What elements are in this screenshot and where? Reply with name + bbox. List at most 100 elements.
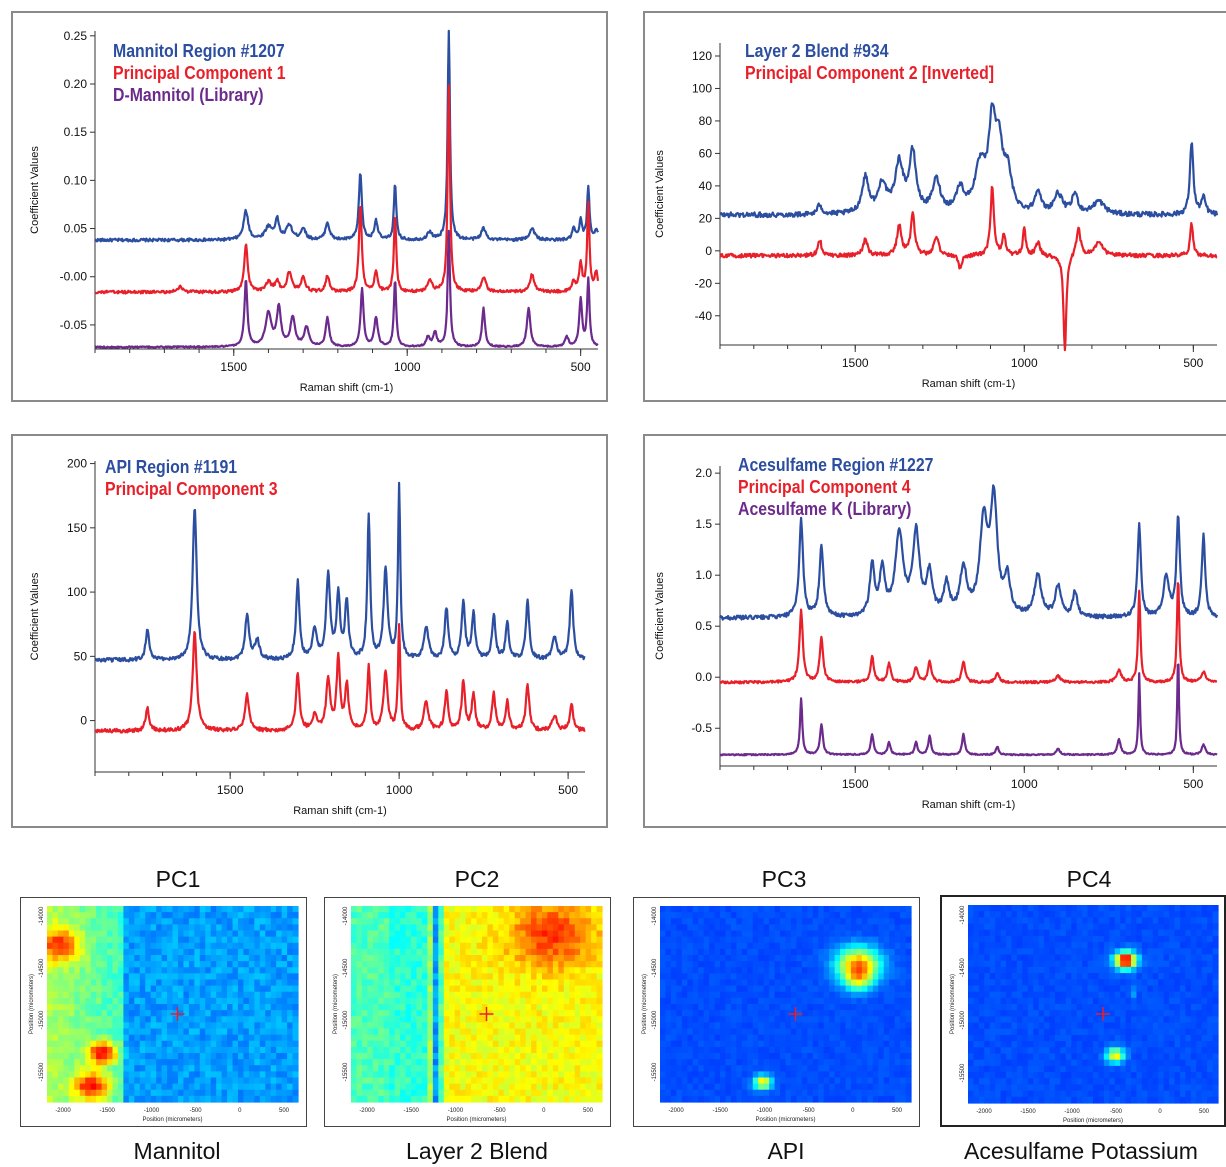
heatmap-cell (900, 1053, 907, 1060)
heatmap-cell (481, 985, 489, 993)
heatmap-cell (1082, 905, 1089, 912)
heatmap-cell (785, 1065, 792, 1072)
heatmap-cell (1158, 942, 1165, 949)
heatmap-cell (281, 942, 288, 950)
heatmap-cell (68, 948, 75, 956)
heatmap-cell (763, 1053, 770, 1060)
heatmap-cell (872, 1083, 879, 1091)
heatmap-cell (698, 924, 705, 932)
heatmap-cell (1016, 911, 1023, 918)
heatmap-cell (487, 1046, 494, 1054)
heatmap-cell (421, 979, 428, 987)
heatmap-cell (465, 918, 472, 925)
heatmap-cell (471, 973, 478, 981)
y-tick-label: 0.15 (64, 125, 88, 139)
heatmap-cell (531, 1089, 538, 1097)
heatmap-cell (1044, 929, 1051, 937)
heatmap-cell (520, 985, 527, 993)
heatmap-cell (221, 936, 228, 944)
heatmap-cell (172, 967, 179, 974)
heatmap-cell (596, 997, 603, 1005)
heatmap-cell (383, 979, 390, 987)
heatmap-cell (774, 1022, 781, 1030)
heatmap-cell (807, 1083, 814, 1091)
heatmap-cell (514, 1046, 521, 1054)
heatmap-cell (503, 936, 510, 944)
heatmap-cell (47, 1053, 54, 1060)
heatmap-cell (591, 1004, 598, 1011)
heatmap-cell (454, 955, 461, 962)
heatmap-cell (254, 1010, 261, 1017)
heatmap-cell (834, 1022, 841, 1030)
heatmap-cell (580, 924, 587, 932)
heatmap-cell (780, 930, 787, 938)
heatmap-cell (188, 1022, 195, 1030)
heatmap-cell (237, 1028, 245, 1036)
heatmap-cell (889, 1010, 896, 1017)
heatmap-cell (703, 1034, 710, 1042)
heatmap-cell (449, 1010, 456, 1017)
heatmap-cell (259, 991, 266, 999)
heatmap-cell (351, 961, 358, 968)
heatmap-cell (471, 979, 478, 987)
heatmap-cell (237, 1022, 245, 1030)
heatmap-cell (785, 1053, 792, 1060)
heatmap-cell (194, 930, 201, 938)
heatmap-cell (421, 1046, 428, 1054)
heatmap-cell (145, 967, 152, 974)
heatmap-cell (978, 948, 985, 956)
heatmap-cell (449, 1077, 456, 1085)
heatmap-cell (1065, 942, 1072, 949)
heatmap-cell (199, 1065, 206, 1072)
heatmap-cell (227, 1046, 234, 1054)
y-axis-label: Coefficient Values (29, 572, 41, 660)
heatmap-cell (585, 936, 592, 944)
heatmap-cell (725, 918, 732, 925)
heatmap-cell (531, 1016, 538, 1023)
heatmap-cell (709, 973, 716, 981)
heatmap-cell (68, 1083, 75, 1091)
heatmap-cell (259, 942, 266, 950)
heatmap-cell (541, 912, 549, 919)
heatmap-cell (709, 1053, 716, 1060)
heatmap-cell (276, 906, 283, 913)
heatmap-cell (96, 991, 103, 999)
heatmap-cell (801, 985, 808, 993)
heatmap-cell (47, 1016, 54, 1023)
heatmap-cell (287, 991, 294, 999)
heatmap-cell (514, 918, 521, 925)
heatmap-cell (107, 1071, 114, 1079)
heatmap-cell (894, 1004, 901, 1011)
heatmap-cell (520, 1022, 527, 1030)
heatmap-cell (232, 930, 239, 938)
heatmap-cell (525, 948, 532, 956)
heatmap-cell (730, 930, 737, 938)
heatmap-cell (63, 979, 70, 987)
heatmap-cell (834, 1083, 841, 1091)
heatmap-cell (227, 1022, 234, 1030)
heatmap-cell (259, 1040, 266, 1048)
heatmap-cell (205, 979, 212, 987)
heatmap-cell (449, 1059, 456, 1066)
heatmap-cell (259, 1016, 266, 1023)
heatmap-cell (1098, 942, 1105, 949)
heatmap-cell (574, 1083, 581, 1091)
map-y-tick-label: -15500 (652, 1062, 658, 1081)
heatmap-cell (660, 1028, 667, 1036)
heatmap-cell (698, 1010, 705, 1017)
heatmap-cell (465, 924, 472, 932)
heatmap-cell (714, 1004, 721, 1011)
heatmap-cell (758, 936, 765, 944)
heatmap-cell (79, 1016, 86, 1023)
heatmap-cell (367, 997, 374, 1005)
heatmap-cell (681, 997, 688, 1005)
heatmap-cell (1147, 935, 1154, 943)
heatmap-cell (232, 918, 239, 925)
heatmap-cell (449, 1046, 456, 1054)
heatmap-cell (574, 1022, 581, 1030)
heatmap-cell (725, 1065, 732, 1072)
heatmap-cell (476, 967, 483, 974)
heatmap-cell (167, 930, 174, 938)
heatmap-cell (818, 973, 825, 981)
heatmap-cell (698, 1034, 705, 1042)
